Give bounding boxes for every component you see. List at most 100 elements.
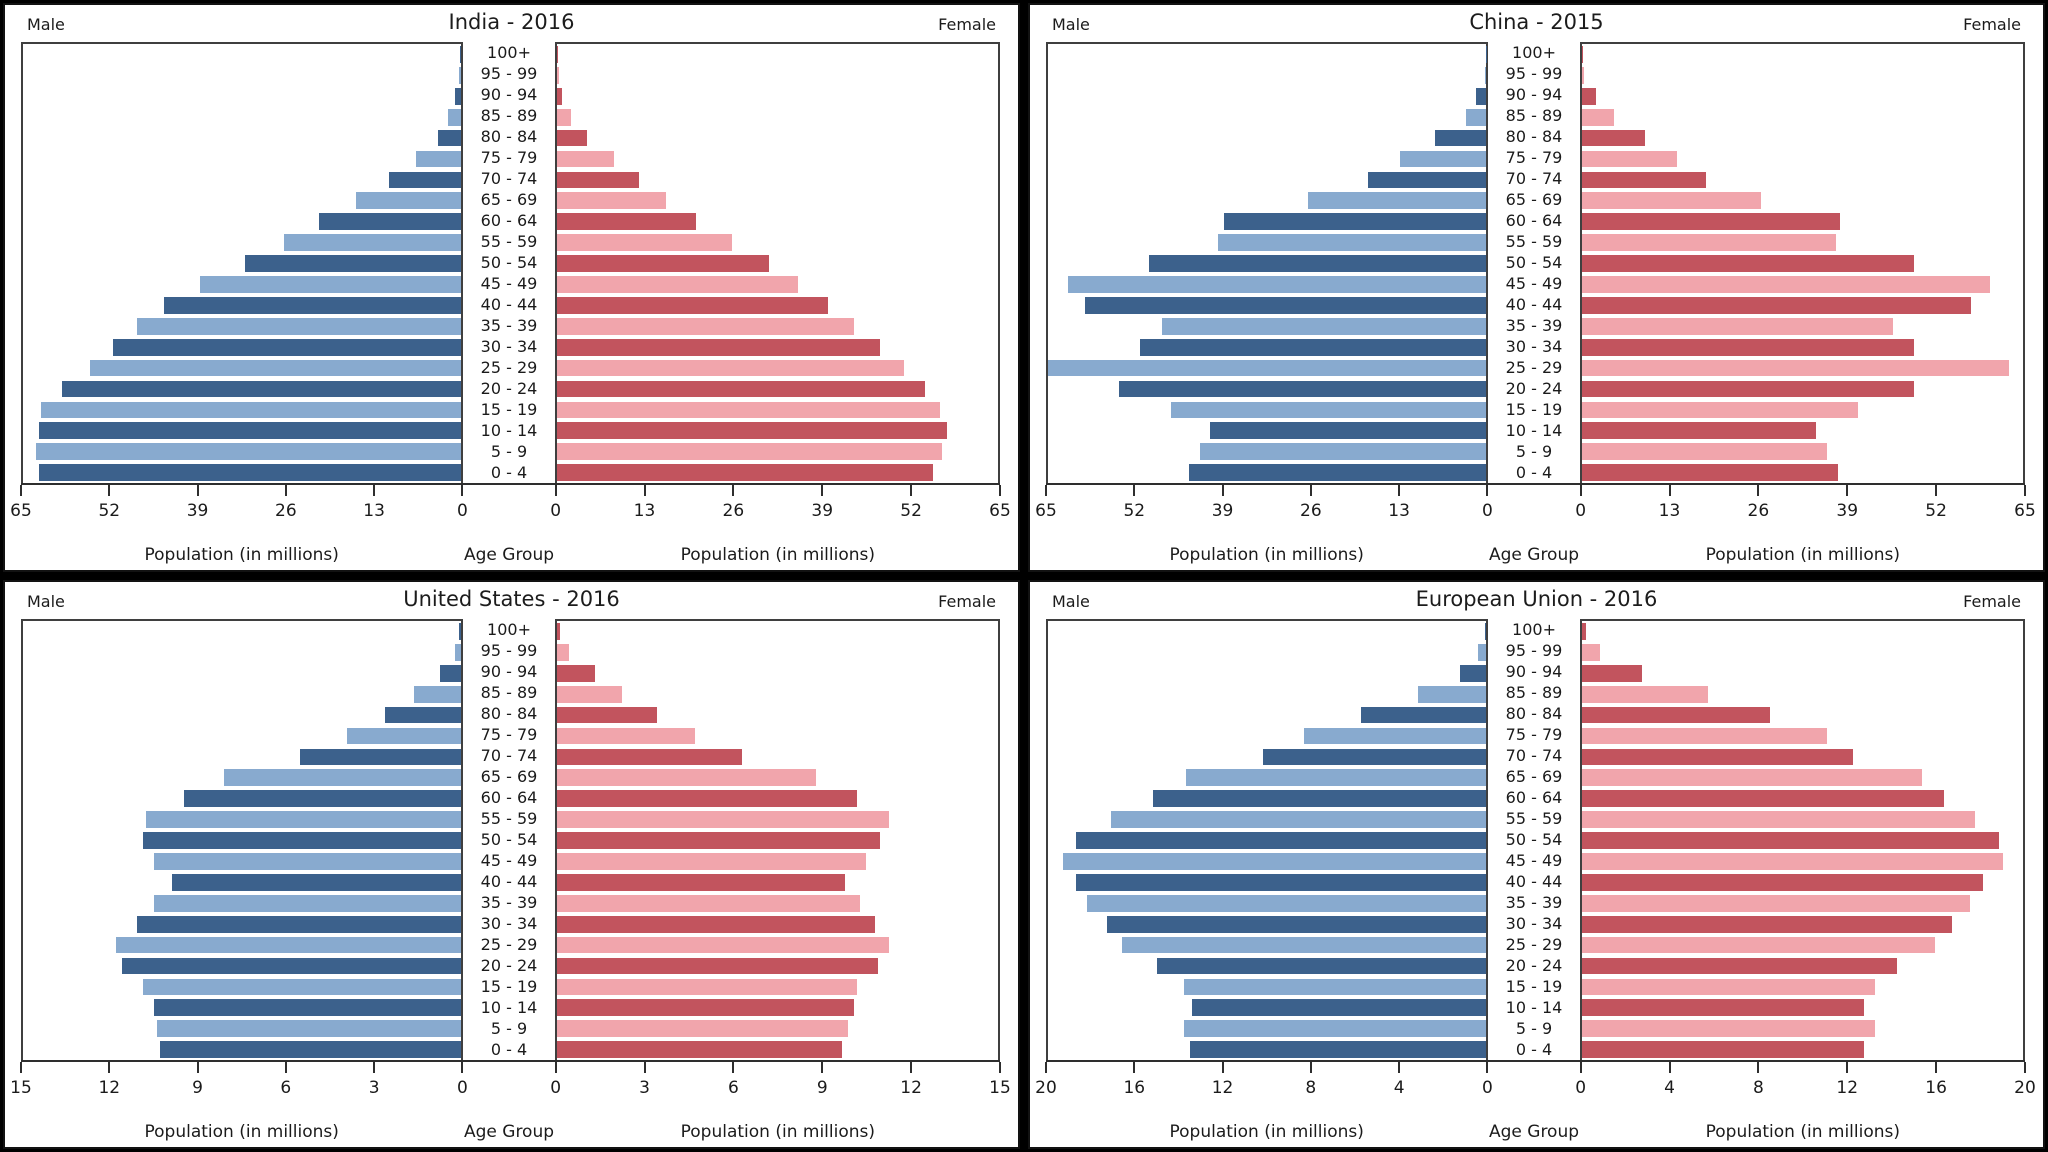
pyramid-row-female (1582, 44, 2023, 65)
male-bar (1185, 769, 1486, 787)
age-group-label: 60 - 64 (480, 210, 538, 230)
male-bar (136, 915, 461, 933)
pyramid-row-male (1048, 149, 1486, 170)
age-group-label: 80 - 84 (1505, 703, 1563, 723)
pyramid-row-female (1582, 997, 2023, 1018)
pyramid-row-male (1048, 316, 1486, 337)
male-bar (1149, 255, 1486, 272)
axis-tick-mark (1757, 485, 1760, 496)
pyramid-row-female (1582, 462, 2023, 483)
female-bar (557, 234, 732, 251)
female-bar (1582, 213, 1840, 231)
pyramid-row-female (1582, 420, 2023, 441)
female-bar (557, 706, 658, 724)
female-panel (1580, 619, 2025, 1060)
pyramid-row-male (23, 337, 461, 358)
axis-tick-label: 0 (550, 1078, 562, 1098)
pyramid-row-female (1582, 767, 2023, 788)
male-bar (116, 936, 461, 954)
axis-tick-label: 13 (633, 501, 656, 521)
male-bar (1465, 108, 1486, 126)
x-axis-line (1046, 1060, 2025, 1062)
pyramid-row-male (23, 441, 461, 462)
age-group-label: 65 - 69 (1505, 766, 1563, 786)
axis-tick-mark (1935, 485, 1938, 496)
male-bar (356, 192, 461, 210)
axis-tick-label: 52 (98, 501, 121, 521)
age-group-label: 25 - 29 (480, 357, 538, 377)
pyramid-row-female (1582, 872, 2023, 893)
pyramid-row-female (557, 1018, 998, 1039)
female-bar (1582, 894, 1971, 912)
axis-tick-mark (1486, 1062, 1489, 1073)
axis-tick-label: 12 (1211, 1078, 1234, 1098)
pyramid-row-male (23, 935, 461, 956)
chart-title: China - 2015 (1469, 10, 1604, 34)
pyramid-row-female (1582, 358, 2023, 379)
male-bar (39, 422, 461, 440)
pyramid-row-male (23, 976, 461, 997)
pyramid-row-female (557, 274, 998, 295)
age-group-label: 45 - 49 (1505, 273, 1563, 293)
female-bar (557, 213, 697, 231)
pyramid-row-female (557, 295, 998, 316)
pyramid-row-female (557, 809, 998, 830)
male-bar (154, 999, 461, 1017)
axis-tick-label: 52 (900, 501, 922, 521)
female-bar (1582, 1041, 1865, 1058)
age-group-label: 5 - 9 (1515, 441, 1553, 461)
pyramid-row-male (23, 746, 461, 767)
female-bar (1582, 380, 1915, 398)
female-bar (1582, 727, 1827, 745)
age-group-column: 100+ 95 - 99 90 - 94 85 - 89 80 - 84 75 - 79 7… (1488, 42, 1580, 483)
pyramid-row-female (1582, 726, 2023, 747)
pyramid-row-female (1582, 169, 2023, 190)
age-group-label: 100+ (1512, 619, 1556, 639)
female-bar (557, 894, 860, 912)
female-bar (557, 873, 846, 891)
male-axis-caption: Population (in millions) (144, 545, 339, 565)
male-bar (1459, 664, 1486, 682)
female-bar (1582, 443, 1828, 461)
pyramid-row-male (23, 86, 461, 107)
age-group-label: 100+ (1512, 42, 1556, 62)
axis-tick-label: 6 (727, 1078, 739, 1098)
pyramid-row-male (23, 914, 461, 935)
age-group-label: 30 - 34 (480, 913, 538, 933)
male-bar (1076, 832, 1486, 849)
axis-captions: Population (in millions) Age Group Popul… (1046, 1122, 2025, 1144)
axis-tick-mark (108, 1062, 111, 1073)
female-bar (1582, 873, 1984, 891)
male-bar (112, 338, 461, 356)
age-group-label: 90 - 94 (480, 661, 538, 681)
pyramid-row-female (557, 358, 998, 379)
male-axis-caption: Population (in millions) (1169, 545, 1364, 565)
pyramid-row-female (1582, 1018, 2023, 1039)
age-group-label: 95 - 99 (480, 63, 538, 83)
male-bar (142, 832, 461, 849)
pyramid-row-male (23, 621, 461, 642)
male-bar (145, 811, 461, 828)
age-group-label: 100+ (487, 42, 531, 62)
axis-tick-mark (2024, 485, 2026, 496)
pyramid-row-female (557, 663, 998, 684)
axis-tick-mark (1486, 485, 1489, 496)
female-bar (1582, 129, 1646, 147)
pyramid-row-male (1048, 830, 1486, 851)
axis-tick-mark (910, 1062, 913, 1073)
male-bar (1183, 1020, 1486, 1038)
female-bar (1582, 296, 1972, 314)
axis-tick-label: 26 (1300, 501, 1322, 521)
female-bar (1582, 464, 1838, 481)
x-axis-line (21, 1060, 1000, 1062)
age-group-label: 20 - 24 (1505, 378, 1563, 398)
male-bar (1190, 1041, 1486, 1058)
female-bar (557, 915, 875, 933)
pyramid-row-male (23, 232, 461, 253)
pyramid-row-female (557, 211, 998, 232)
female-axis-caption: Population (in millions) (680, 1122, 875, 1142)
pyramid-row-female (557, 107, 998, 128)
x-axis-ticks (1045, 1062, 2026, 1075)
pyramid-row-female (1582, 851, 2023, 872)
age-group-label: 15 - 19 (1505, 976, 1563, 996)
